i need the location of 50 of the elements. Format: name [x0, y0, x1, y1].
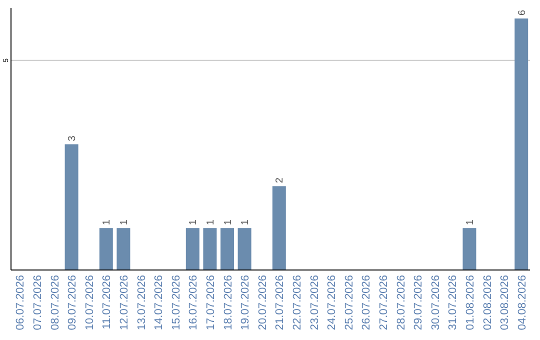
x-tick-label: 29.07.2026: [412, 275, 425, 330]
x-tick-label: 18.07.2026: [222, 275, 234, 330]
x-tick-label: 20.07.2026: [256, 275, 269, 330]
x-tick-label: 01.08.2026: [464, 275, 476, 330]
bar: [462, 228, 476, 270]
x-tick-label: 12.07.2026: [118, 275, 130, 330]
bar: [220, 228, 234, 270]
bar: [272, 186, 286, 270]
bar: [238, 228, 252, 270]
x-tick-label: 02.08.2026: [482, 275, 494, 330]
bar: [203, 228, 217, 270]
x-tick-label: 07.07.2026: [32, 275, 44, 330]
data-label: 1: [205, 219, 216, 226]
data-label: 1: [240, 219, 252, 226]
x-tick-label: 24.07.2026: [326, 275, 338, 330]
x-tick-label: 14.07.2026: [153, 275, 166, 330]
x-tick-label: 11.07.2026: [101, 275, 114, 330]
data-label: 1: [118, 219, 130, 226]
data-label: 2: [274, 177, 286, 184]
x-tick-label: 26.07.2026: [360, 275, 373, 330]
x-tick-label: 27.07.2026: [378, 275, 390, 330]
data-label: 3: [67, 135, 78, 142]
data-label: 1: [222, 219, 234, 226]
bar: [99, 228, 113, 270]
x-tick-label: 28.07.2026: [395, 275, 408, 330]
x-tick-label: 13.07.2026: [136, 275, 148, 330]
data-label: 1: [464, 219, 476, 226]
x-tick-label: 10.07.2026: [84, 275, 96, 330]
x-tick-label: 16.07.2026: [188, 275, 200, 330]
x-tick-label: 17.07.2026: [204, 275, 217, 330]
x-tick-label: 03.08.2026: [499, 275, 512, 330]
data-label: 1: [188, 219, 200, 226]
x-tick-label: 15.07.2026: [170, 275, 182, 330]
bar: [186, 228, 200, 270]
data-label: 1: [102, 219, 113, 226]
bar: [514, 18, 528, 270]
bar: [64, 144, 78, 270]
x-tick-label: 06.07.2026: [14, 275, 27, 330]
x-tick-label: 23.07.2026: [308, 275, 321, 330]
x-tick-label: 25.07.2026: [343, 275, 356, 330]
x-tick-label: 22.07.2026: [291, 275, 304, 330]
x-tick-label: 31.07.2026: [447, 275, 460, 330]
x-tick-label: 19.07.2026: [240, 275, 252, 330]
x-tick-label: 30.07.2026: [430, 275, 442, 330]
x-tick-label: 08.07.2026: [49, 275, 62, 330]
bar: [116, 228, 130, 270]
x-tick-label: 09.07.2026: [66, 275, 79, 330]
x-tick-label: 04.08.2026: [516, 275, 528, 330]
data-label: 6: [516, 9, 528, 16]
x-tick-label: 21.07.2026: [274, 275, 286, 330]
